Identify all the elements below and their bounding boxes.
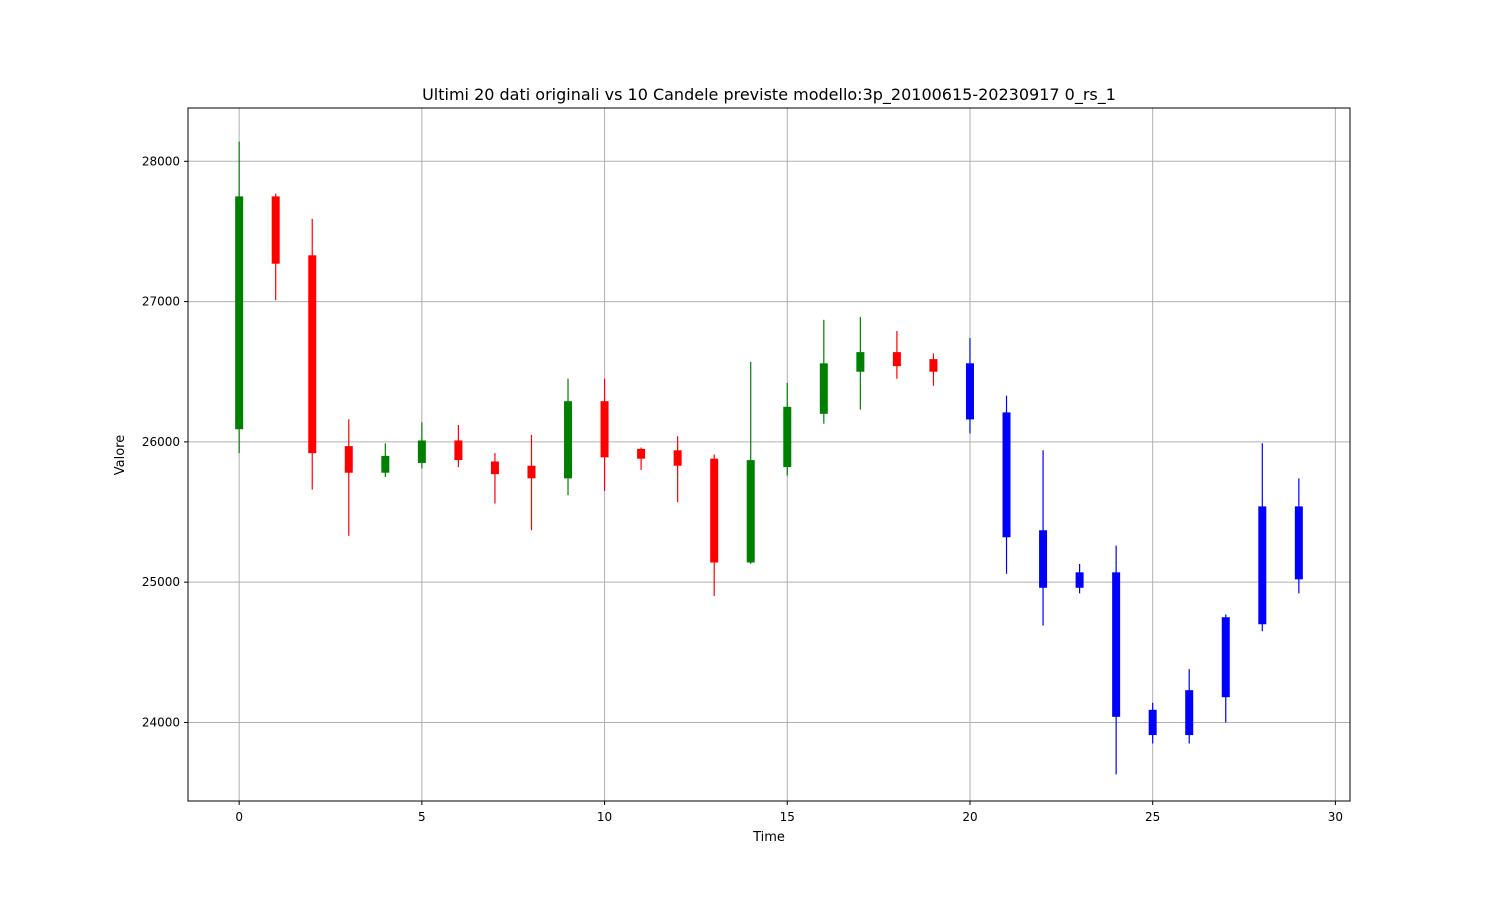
x-tick-label: 5 (418, 810, 426, 824)
x-tick-label: 15 (780, 810, 795, 824)
candle-body (819, 363, 828, 414)
forecast-candle (1221, 614, 1230, 723)
candle-body (1002, 412, 1011, 538)
candle-body (600, 401, 609, 458)
candle-body (929, 359, 938, 372)
x-tick-label: 20 (962, 810, 977, 824)
forecast-candle (1148, 702, 1157, 744)
forecast-candle (1185, 669, 1194, 744)
candle-body (490, 461, 499, 475)
candle (344, 419, 353, 536)
candle-body (856, 352, 865, 372)
candles (235, 141, 1303, 775)
candle (929, 353, 938, 386)
candle-body (710, 458, 719, 563)
x-tick-label: 30 (1328, 810, 1343, 824)
candle-body (1148, 709, 1157, 736)
y-axis-ticks: 24000 25000 26000 27000 28000 (142, 154, 188, 729)
candle (564, 378, 573, 496)
candle-body (892, 352, 901, 367)
candle (673, 436, 682, 503)
y-tick-label: 28000 (142, 154, 180, 168)
x-tick-label: 10 (597, 810, 612, 824)
candle (454, 425, 463, 468)
forecast-candle (1002, 395, 1011, 574)
candle-body (417, 440, 426, 463)
candle (856, 317, 865, 410)
candle-body (673, 450, 682, 466)
y-tick-label: 24000 (142, 715, 180, 729)
candle-body (235, 196, 244, 430)
forecast-candle (1039, 450, 1048, 626)
y-axis-label: Valore (113, 435, 128, 475)
candle (527, 434, 536, 531)
x-axis-ticks: 0 5 10 15 20 25 30 (235, 801, 1343, 824)
candle (308, 218, 317, 490)
candle (710, 454, 719, 597)
candle-body (746, 460, 755, 563)
chart-title: Ultimi 20 dati originali vs 10 Candele p… (422, 85, 1116, 105)
x-tick-label: 25 (1145, 810, 1160, 824)
forecast-candle (1294, 478, 1303, 594)
candle-body (381, 455, 390, 473)
candle-body (1294, 506, 1303, 580)
y-tick-label: 26000 (142, 435, 180, 449)
candle (637, 447, 646, 470)
candle-body (271, 196, 280, 264)
candle (271, 193, 280, 301)
candle (381, 443, 390, 477)
candle-body (1075, 572, 1084, 588)
y-tick-label: 27000 (142, 295, 180, 309)
candle-body (454, 440, 463, 461)
candle-body (965, 363, 974, 420)
candle-body (564, 401, 573, 479)
forecast-candle (965, 338, 974, 434)
candle (746, 361, 755, 564)
candle (892, 331, 901, 379)
candle-body (783, 406, 792, 468)
grid-lines (188, 108, 1350, 801)
candle-body (637, 448, 646, 459)
candle (235, 141, 244, 454)
candle (417, 422, 426, 469)
candle-body (1039, 530, 1048, 588)
candle-body (527, 465, 536, 479)
candle-body (1221, 617, 1230, 698)
candle-body (1185, 690, 1194, 736)
y-tick-label: 25000 (142, 575, 180, 589)
candle-body (308, 255, 317, 454)
forecast-candle (1258, 443, 1267, 632)
candle-body (344, 446, 353, 473)
candle (783, 382, 792, 476)
forecast-candle (1075, 563, 1084, 594)
forecast-candle (1112, 545, 1121, 775)
candle-body (1258, 506, 1267, 625)
candle (600, 378, 609, 491)
plot-frame (187, 107, 1351, 802)
x-tick-label: 0 (235, 810, 243, 824)
candle-body (1112, 572, 1121, 717)
candle (819, 319, 828, 424)
candle (490, 453, 499, 504)
x-axis-label: Time (752, 830, 785, 845)
